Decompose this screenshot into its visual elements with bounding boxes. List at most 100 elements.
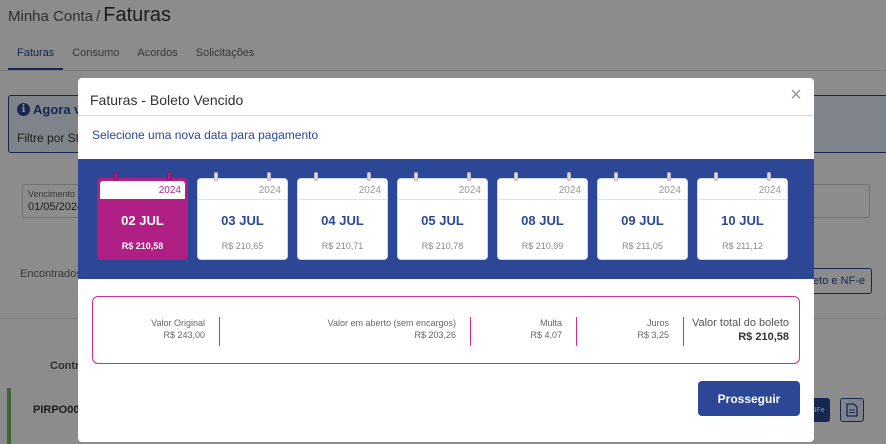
total-value: R$ 210,58 (738, 331, 789, 343)
summary-divider (683, 317, 684, 346)
modal-header: Faturas - Boleto Vencido × (78, 78, 814, 116)
boleto-modal: Faturas - Boleto Vencido × Selecione uma… (78, 78, 814, 442)
date-card[interactable]: 2024 04 JUL R$ 210,71 (297, 172, 388, 260)
open-value: R$ 203,26 (414, 330, 456, 340)
info-banner-text: Filtre por Sta (17, 131, 86, 145)
year-strip (100, 181, 185, 199)
date-card[interactable]: 2024 03 JUL R$ 210,65 (197, 172, 288, 260)
date-amount: R$ 211,12 (722, 241, 763, 251)
summary-total: Valor total do boleto R$ 210,58 (683, 297, 789, 365)
date-amount: R$ 210,58 (121, 241, 164, 251)
date-year: 2024 (258, 185, 281, 196)
calendar-ring (267, 172, 271, 181)
payment-summary: Valor Original R$ 243,00 Valor em aberto… (92, 296, 800, 364)
table-row-contract-id: PIRPO000 (33, 404, 86, 416)
results-count: Encontrados (20, 268, 82, 280)
date-day: 05 JUL (421, 213, 464, 228)
info-banner-title-text: Agora vo (33, 102, 90, 117)
calendar-ring (767, 172, 771, 181)
summary-fine: Multa R$ 4,07 (470, 297, 576, 365)
date-year: 2024 (458, 185, 481, 196)
contract-column-header: Contra (50, 360, 86, 372)
original-value-label: Valor Original (151, 318, 205, 328)
breadcrumb-minha-conta[interactable]: Minha Conta (8, 8, 94, 25)
open-value-label: Valor em aberto (sem encargos) (327, 318, 456, 328)
date-card[interactable]: 2024 02 JUL R$ 210,58 (97, 172, 188, 260)
interest-value: R$ 3,25 (637, 330, 669, 340)
tab-bar: Faturas Consumo Acordos Solicitações (8, 44, 263, 70)
date-picker-band: 2024 02 JUL R$ 210,58 2024 03 JUL R$ 210… (78, 159, 814, 279)
total-label: Valor total do boleto (691, 317, 789, 329)
summary-original: Valor Original R$ 243,00 (93, 297, 219, 365)
original-value: R$ 243,00 (163, 330, 205, 340)
date-amount: R$ 210,99 (521, 241, 564, 251)
date-card-divider (498, 199, 587, 200)
status-marker (7, 388, 11, 444)
date-card[interactable]: 2024 05 JUL R$ 210,78 (397, 172, 488, 260)
document-button[interactable] (840, 398, 864, 422)
date-year: 2024 (558, 185, 581, 196)
summary-open: Valor em aberto (sem encargos) R$ 203,26 (219, 297, 470, 365)
tab-consumo[interactable]: Consumo (72, 47, 120, 59)
date-card[interactable]: 2024 10 JUL R$ 211,12 (697, 172, 788, 260)
tab-acordos[interactable]: Acordos (137, 47, 178, 59)
calendar-ring (667, 172, 671, 181)
calendar-ring (514, 172, 518, 181)
calendar-ring (314, 172, 318, 181)
summary-divider (576, 317, 577, 346)
modal-title: Faturas - Boleto Vencido (90, 92, 244, 108)
due-date-label: Vencimento (28, 189, 76, 199)
date-year: 2024 (758, 185, 781, 196)
date-amount: R$ 210,65 (221, 241, 264, 251)
date-day: 08 JUL (521, 213, 564, 228)
close-icon: × (790, 84, 802, 106)
calendar-ring (167, 172, 171, 181)
calendar-ring (414, 172, 418, 181)
date-year: 2024 (658, 185, 681, 196)
close-button[interactable]: × (788, 84, 804, 106)
date-card[interactable]: 2024 08 JUL R$ 210,99 (497, 172, 588, 260)
tab-divider (0, 70, 886, 71)
tab-faturas[interactable]: Faturas (8, 44, 64, 70)
due-date-value: 01/05/2024 (28, 201, 84, 213)
date-year: 2024 (358, 185, 381, 196)
date-day: 03 JUL (221, 213, 264, 228)
summary-interest: Juros R$ 3,25 (576, 297, 683, 365)
calendar-ring (614, 172, 618, 181)
date-amount: R$ 210,78 (421, 241, 464, 251)
proceed-button[interactable]: Prosseguir (698, 381, 800, 416)
calendar-ring (367, 172, 371, 181)
date-amount: R$ 211,05 (622, 241, 663, 251)
page-title: Faturas (103, 4, 172, 26)
interest-label: Juros (646, 318, 669, 328)
summary-divider (470, 317, 471, 346)
fine-value: R$ 4,07 (530, 330, 562, 340)
calendar-ring (214, 172, 218, 181)
due-date-field[interactable]: Vencimento 01/05/2024 (22, 184, 102, 218)
breadcrumb-separator: / (96, 8, 101, 25)
date-card-divider (198, 199, 287, 200)
date-day: 09 JUL (621, 213, 664, 228)
modal-subtitle: Selecione uma nova data para pagamento (92, 128, 319, 142)
calendar-ring (714, 172, 718, 181)
calendar-ring (114, 172, 118, 181)
date-card-divider (298, 199, 387, 200)
calendar-ring (567, 172, 571, 181)
date-day: 04 JUL (321, 213, 364, 228)
date-day: 02 JUL (121, 213, 164, 228)
date-year: 2024 (158, 185, 181, 196)
date-day: 10 JUL (721, 213, 764, 228)
info-banner-title: i Agora vo (17, 102, 89, 117)
document-icon (846, 403, 858, 417)
date-amount: R$ 210,71 (321, 241, 364, 251)
summary-divider (219, 317, 220, 346)
date-card-divider (398, 199, 487, 200)
date-card[interactable]: 2024 09 JUL R$ 211,05 (597, 172, 688, 260)
calendar-ring (467, 172, 471, 181)
page-header: Minha Conta / Faturas (8, 4, 171, 27)
fine-label: Multa (539, 318, 562, 328)
date-card-divider (598, 199, 687, 200)
date-card-divider (698, 199, 787, 200)
info-icon: i (17, 103, 30, 116)
tab-solicitacoes[interactable]: Solicitações (195, 47, 255, 59)
